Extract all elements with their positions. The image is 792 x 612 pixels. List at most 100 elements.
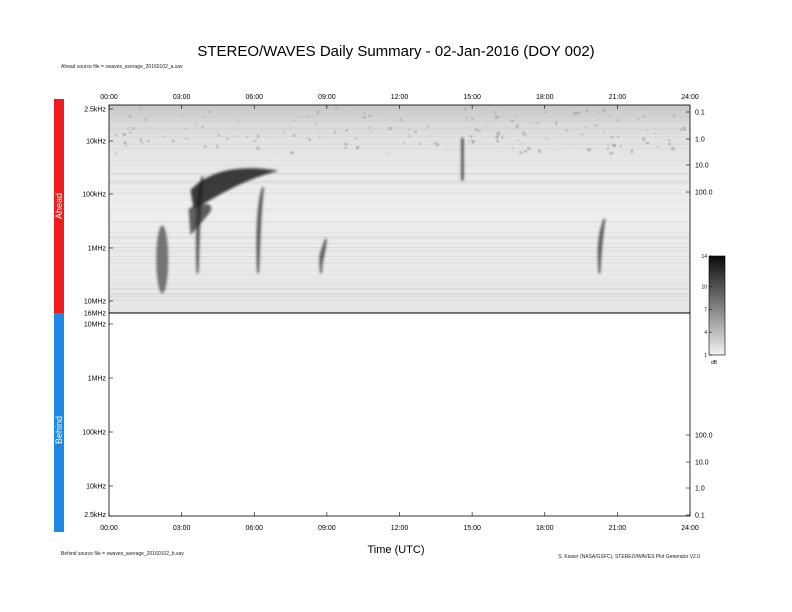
noise-speck <box>619 145 622 148</box>
colorbar <box>708 255 726 356</box>
noise-speck <box>202 116 205 119</box>
x-tick-label-top: 21:00 <box>609 94 627 101</box>
noise-speck <box>654 132 658 135</box>
noise-speck <box>606 147 610 151</box>
noise-speck <box>314 122 317 126</box>
noise-speck <box>497 151 499 153</box>
drifting-burst-tail <box>188 203 212 236</box>
noise-speck <box>680 128 683 132</box>
colorbar-label: dB <box>711 360 718 366</box>
noise-speck <box>597 119 600 121</box>
noise-speck <box>414 130 418 134</box>
noise-speck <box>616 119 620 122</box>
noise-speck <box>474 128 479 132</box>
behind-panel-label: Behind <box>54 416 64 444</box>
noise-speck <box>522 131 525 135</box>
noise-speck <box>307 116 310 118</box>
y-tick-label-behind: 2.5kHz <box>84 512 106 519</box>
noise-speck <box>564 129 569 133</box>
noise-speck <box>494 115 499 120</box>
noise-speck <box>495 135 499 140</box>
noise-speck <box>637 117 640 120</box>
noise-speck <box>510 119 514 122</box>
noise-speck <box>580 133 584 136</box>
noise-speck <box>162 135 165 138</box>
y-tick-label-ahead: 16MHz <box>84 311 107 318</box>
noise-speck <box>683 126 686 131</box>
noise-speck <box>572 111 577 116</box>
noise-speck <box>126 128 129 130</box>
noise-speck <box>673 113 676 117</box>
x-tick-label-top: 15:00 <box>463 94 481 101</box>
noise-speck <box>617 135 620 139</box>
behind-side-bar <box>54 313 64 532</box>
noise-speck <box>571 144 573 146</box>
noise-speck <box>126 110 128 112</box>
noise-speck <box>123 141 127 145</box>
noise-speck <box>354 137 358 140</box>
y-tick-label-behind: 100kHz <box>82 430 106 437</box>
colorbar-tick-label: 1 <box>704 353 707 359</box>
noise-speck <box>293 120 295 123</box>
noise-speck <box>316 110 319 115</box>
noise-speck <box>128 131 133 133</box>
noise-speck <box>607 115 611 118</box>
noise-speck <box>642 137 646 142</box>
x-tick-label-bottom: 18:00 <box>536 525 554 532</box>
spike-mark <box>461 137 464 181</box>
y-tick-label-ahead: 10kHz <box>86 139 106 146</box>
noise-speck <box>435 143 440 147</box>
x-tick-label-top: 06:00 <box>245 94 263 101</box>
noise-speck <box>523 132 527 137</box>
noise-speck <box>128 114 132 119</box>
noise-speck <box>184 137 189 140</box>
burst-mark <box>156 225 169 294</box>
noise-speck <box>277 151 279 154</box>
right-tick-label-ahead: 10.0 <box>695 163 709 170</box>
noise-speck <box>226 137 229 140</box>
noise-speck <box>216 144 219 149</box>
x-tick-label-top: 12:00 <box>391 94 409 101</box>
right-tick-label-behind: 1.0 <box>695 486 705 493</box>
noise-speck <box>333 131 337 134</box>
ahead-side-bar <box>54 99 64 313</box>
noise-speck <box>501 116 503 118</box>
noise-speck <box>235 135 239 138</box>
noise-speck <box>604 131 606 134</box>
noise-speck <box>130 113 132 115</box>
noise-speck <box>282 131 285 135</box>
x-tick-label-bottom: 21:00 <box>609 525 627 532</box>
noise-speck <box>593 124 598 127</box>
noise-speck <box>660 149 662 152</box>
right-tick-label-ahead: 100.0 <box>695 190 713 197</box>
noise-speck <box>208 110 210 114</box>
noise-speck <box>612 143 616 148</box>
noise-speck <box>368 126 370 130</box>
noise-speck <box>524 149 527 153</box>
noise-speck <box>408 134 412 138</box>
page-title: STEREO/WAVES Daily Summary - 02-Jan-2016… <box>197 43 595 60</box>
colorbar-tick-label: 10 <box>701 284 707 290</box>
right-tick-label-behind: 100.0 <box>695 433 713 440</box>
noise-speck <box>237 119 240 123</box>
right-tick-label-ahead: 0.1 <box>695 110 705 117</box>
noise-speck <box>630 149 634 154</box>
y-tick-label-ahead: 10MHz <box>84 299 107 306</box>
right-tick-label-ahead: 1.0 <box>695 137 705 144</box>
noise-speck <box>535 122 540 125</box>
noise-speck <box>194 124 197 127</box>
noise-speck <box>471 140 476 143</box>
x-tick-label-bottom: 15:00 <box>463 525 481 532</box>
noise-speck <box>544 110 547 114</box>
noise-speck <box>671 146 675 151</box>
noise-speck <box>288 124 290 126</box>
credits-note: S. Kaiser (NASA/GSFC), STEREO/WAVES Plot… <box>558 554 700 560</box>
noise-speck <box>333 129 336 131</box>
noise-speck <box>644 107 646 110</box>
noise-speck <box>464 107 467 111</box>
x-tick-label-bottom: 09:00 <box>318 525 336 532</box>
noise-speck <box>485 125 489 127</box>
noise-speck <box>216 130 218 132</box>
x-tick-label-top: 00:00 <box>100 94 118 101</box>
colorbar-tick-label: 14 <box>701 254 707 260</box>
